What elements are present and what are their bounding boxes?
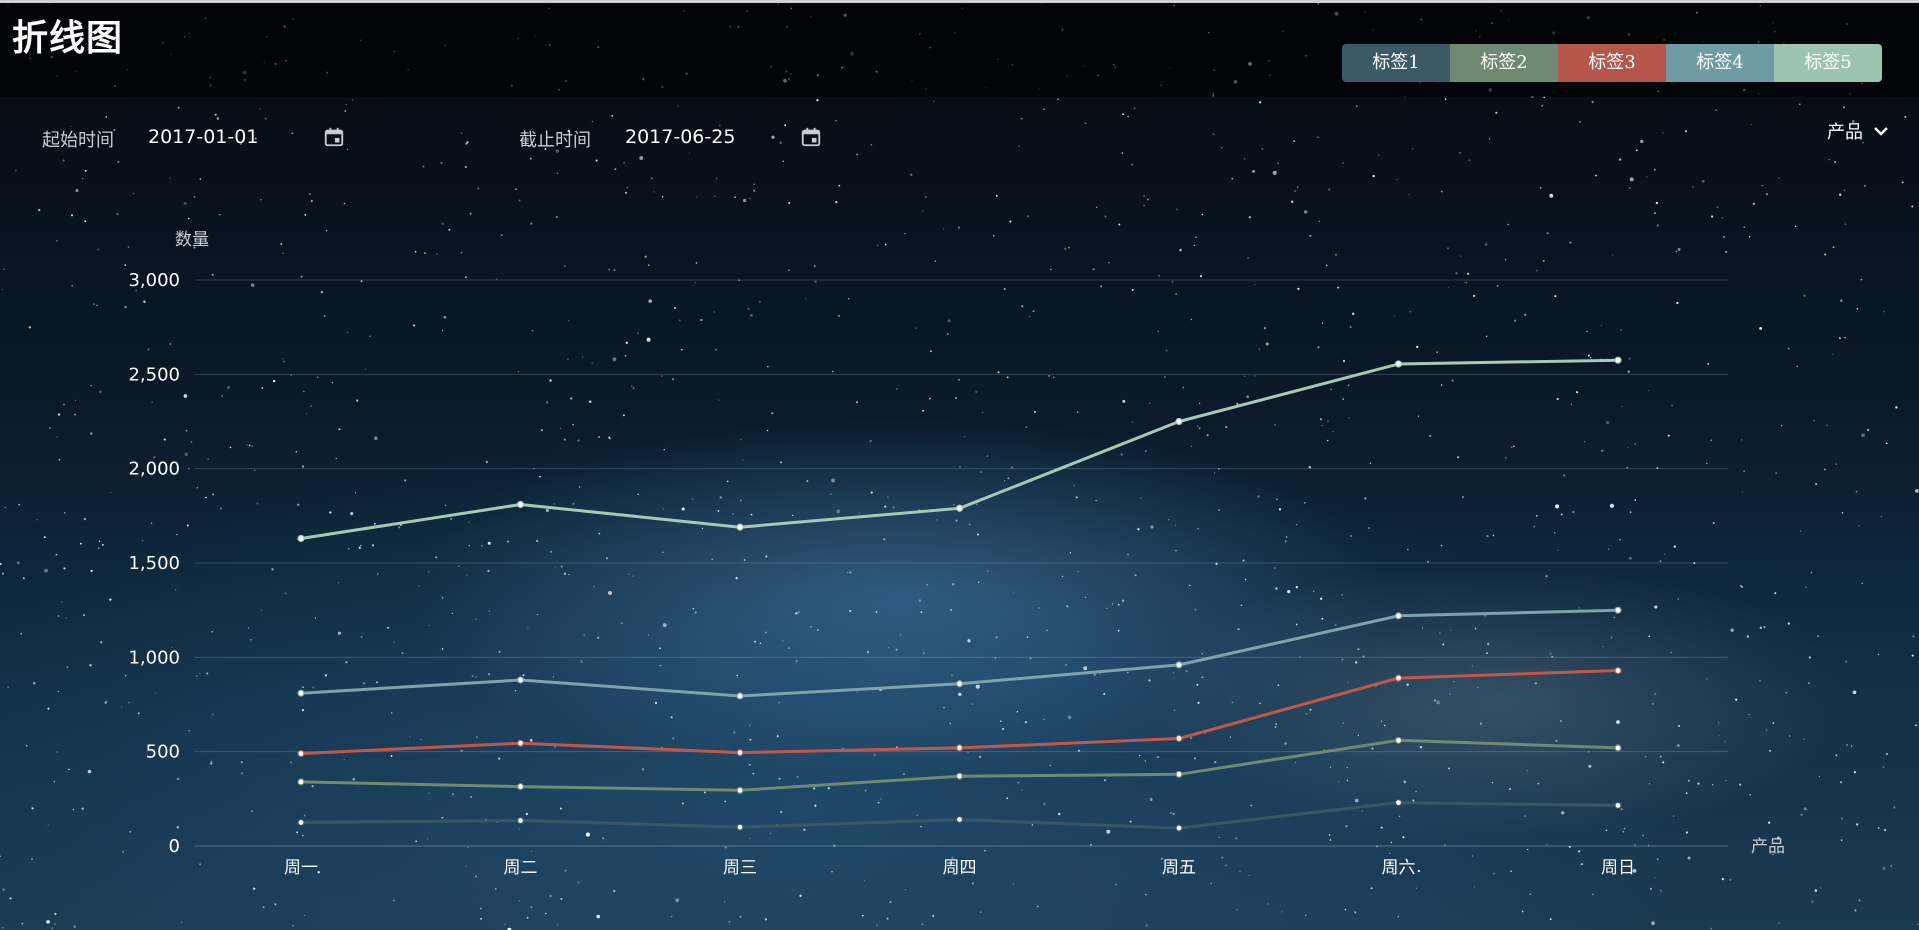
data-point <box>955 815 964 824</box>
end-time-label: 截止时间 <box>519 130 591 151</box>
data-point <box>1394 674 1403 682</box>
data-point <box>1614 744 1622 752</box>
tab-label-3[interactable]: 标签3 <box>1558 44 1666 82</box>
tab-label-1[interactable]: 标签1 <box>1342 44 1450 82</box>
chevron-down-icon <box>1874 127 1888 136</box>
top-border <box>0 0 1919 3</box>
x-tick-label: 周三 <box>723 858 757 878</box>
data-point <box>955 680 964 688</box>
data-point <box>297 778 305 786</box>
y-tick-label: 1,500 <box>128 553 180 574</box>
data-point <box>1614 356 1622 364</box>
start-date-input[interactable]: 2017-01-01 <box>148 126 259 148</box>
data-point <box>736 523 744 531</box>
x-tick-label: 周六 <box>1382 858 1416 878</box>
tab-group: 标签1 标签2 标签3 标签4 标签5 <box>1342 44 1882 82</box>
x-axis-label: 产品 <box>1751 837 1785 857</box>
data-point <box>297 749 305 758</box>
y-tick-label: 2,500 <box>128 364 180 385</box>
series-line-1 <box>300 801 1619 830</box>
product-dropdown-label: 产品 <box>1827 122 1863 143</box>
data-point <box>955 772 964 780</box>
y-tick-label: 2,000 <box>128 459 180 480</box>
data-point <box>736 749 744 757</box>
data-point <box>955 744 964 752</box>
y-tick-label: 500 <box>146 742 180 763</box>
y-tick-label: 3,000 <box>128 270 180 291</box>
start-time-label: 起始时间 <box>42 130 114 151</box>
data-point <box>1394 612 1403 620</box>
data-point <box>1614 666 1622 675</box>
tab-label-2[interactable]: 标签2 <box>1450 44 1558 82</box>
data-point <box>1175 824 1183 832</box>
tab-label-5[interactable]: 标签5 <box>1774 44 1882 82</box>
data-point <box>1175 770 1183 778</box>
data-point <box>1394 360 1403 368</box>
data-point <box>516 676 525 684</box>
data-point <box>1614 606 1622 614</box>
data-point <box>736 823 744 831</box>
y-axis-label: 数量 <box>175 230 209 250</box>
end-date-input[interactable]: 2017-06-25 <box>625 126 736 148</box>
data-point <box>516 782 525 791</box>
data-point <box>1175 661 1183 669</box>
product-dropdown[interactable]: 产品 <box>1827 118 1889 144</box>
header-bar: 折线图 标签1 标签2 标签3 标签4 标签5 <box>0 3 1919 97</box>
calendar-icon[interactable] <box>323 126 345 148</box>
x-tick-label: 周五 <box>1162 858 1196 878</box>
data-point <box>1394 799 1403 807</box>
data-point <box>297 534 305 543</box>
data-point <box>1175 417 1183 426</box>
y-tick-label: 1,000 <box>128 647 180 668</box>
data-point <box>516 816 525 825</box>
data-point <box>736 692 744 700</box>
y-tick-label: 0 <box>169 836 180 857</box>
x-tick-label: 周日 <box>1601 858 1635 878</box>
data-point <box>516 739 525 747</box>
data-point <box>1394 736 1403 744</box>
data-point <box>297 818 305 827</box>
tab-label-4[interactable]: 标签4 <box>1666 44 1774 82</box>
filter-bar: 起始时间 2017-01-01 截止时间 2017-06-25 <box>0 118 1919 158</box>
x-tick-label: 周一 <box>284 858 318 878</box>
data-point <box>516 500 525 509</box>
data-point <box>955 504 964 512</box>
data-point <box>1614 801 1622 810</box>
data-point <box>736 786 744 794</box>
data-point <box>1175 734 1183 743</box>
x-tick-label: 周四 <box>943 858 977 878</box>
data-point <box>297 689 305 697</box>
page-title: 折线图 <box>12 18 124 59</box>
x-tick-label: 周二 <box>504 858 538 878</box>
calendar-icon[interactable] <box>800 126 822 148</box>
